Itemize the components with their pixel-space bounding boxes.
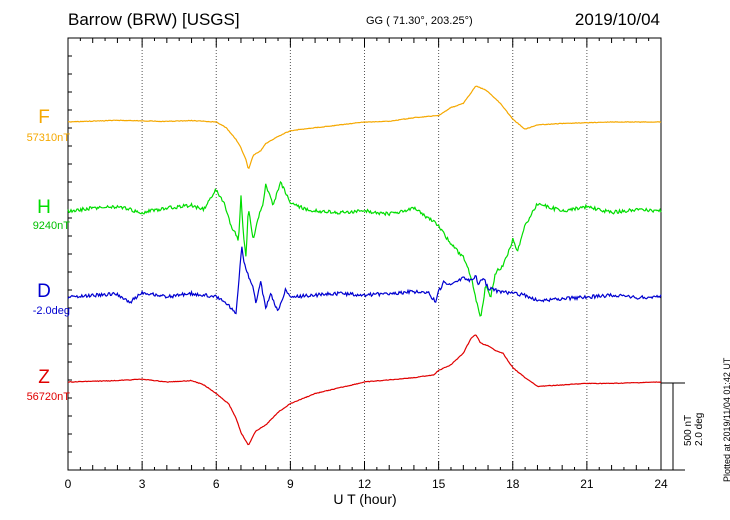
x-tick-label: 6 [213,477,220,491]
series-label-h: H [37,197,51,218]
series-line-z [68,334,662,446]
chart-grid [141,38,588,470]
baseline-f: 57310nT [26,132,70,144]
x-tick-label: 3 [139,477,146,491]
scale-deg: 2.0 deg [694,412,705,446]
baseline-d: -2.0deg [32,305,70,317]
baseline-h: 9240nT [32,220,70,232]
x-tick-label: 21 [580,477,594,491]
x-tick-label: 18 [506,477,520,491]
scale-label: 500 nT 2.0 deg [683,413,705,446]
series-label-z: Z [38,367,50,388]
series-line-d [67,246,662,315]
baseline-z: 56720nT [26,391,70,403]
x-tick-label: 9 [287,477,294,491]
scale-nt: 500 nT [683,414,694,446]
x-tick-label: 12 [358,477,372,491]
plotted-timestamp: Plotted at 2019/11/04 01:42 UT [722,357,730,482]
series-line-f [67,85,662,170]
scale-bar [661,382,685,471]
series-lines [67,85,662,446]
geographic-coords: GG ( 71.30°, 203.25°) [366,15,473,27]
x-tick-label: 15 [432,477,446,491]
x-tick-label: 24 [654,477,668,491]
station-title: Barrow (BRW) [USGS] [68,10,240,29]
axis-ticks: 0 3 6 9 12 15 18 21 24 [65,37,668,491]
series-line-h [67,180,662,317]
series-label-f: F [38,107,50,128]
series-label-d: D [37,281,51,302]
x-axis-label: U T (hour) [333,491,396,507]
x-tick-label: 0 [65,477,72,491]
chart-date: 2019/10/04 [574,10,660,29]
